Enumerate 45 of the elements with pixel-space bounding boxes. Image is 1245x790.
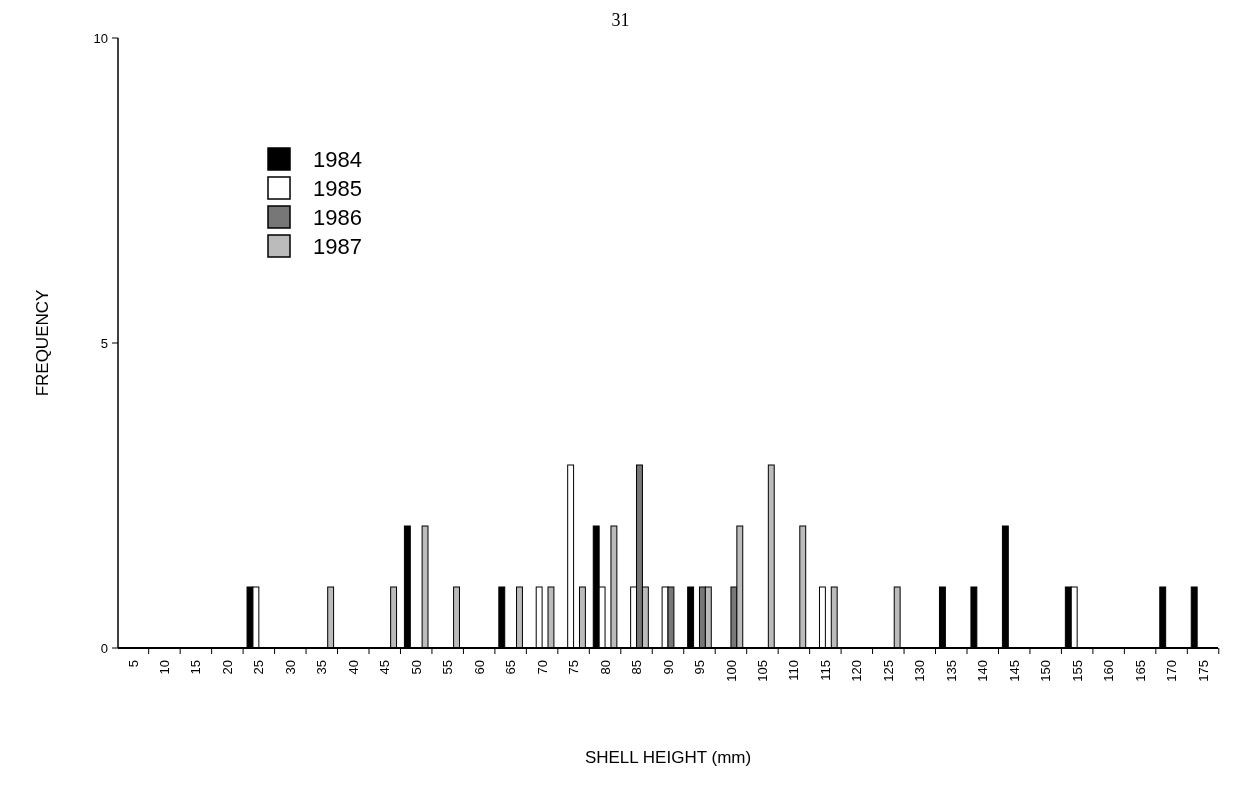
x-tick-label: 15	[188, 660, 204, 675]
x-tick-label: 50	[408, 660, 424, 675]
x-tick-label: 55	[440, 660, 456, 675]
x-tick-label: 20	[219, 660, 235, 675]
legend-label: 1984	[313, 146, 362, 172]
x-tick-label: 65	[503, 660, 519, 675]
x-tick-label: 60	[471, 660, 487, 675]
x-tick-label: 100	[723, 660, 739, 682]
x-tick-label: 25	[251, 660, 267, 675]
x-tick-label: 40	[345, 660, 361, 675]
x-tick-label: 125	[880, 660, 896, 682]
y-tick-label: 5	[100, 335, 108, 351]
x-tick-label: 110	[786, 660, 802, 681]
x-tick-label: 90	[660, 660, 676, 675]
x-tick-label: 70	[534, 660, 550, 675]
x-tick-label: 95	[692, 660, 708, 675]
y-axis-title: FREQUENCY	[33, 289, 52, 397]
x-tick-label: 135	[943, 660, 959, 682]
x-tick-label: 85	[629, 660, 645, 675]
x-tick-label: 120	[849, 660, 865, 682]
x-tick-label: 165	[1132, 660, 1148, 682]
x-tick-label: 175	[1195, 660, 1211, 682]
x-tick-label: 105	[754, 660, 770, 682]
x-tick-label: 155	[1069, 660, 1085, 682]
x-tick-label: 5	[125, 660, 141, 668]
y-tick-label: 0	[100, 640, 108, 656]
y-tick-label: 10	[93, 30, 108, 46]
x-tick-label: 75	[566, 660, 582, 675]
legend-label: 1986	[313, 204, 362, 230]
x-tick-label: 115	[817, 660, 833, 681]
x-tick-label: 45	[377, 660, 393, 675]
x-tick-label: 150	[1038, 660, 1054, 682]
text: 31	[611, 10, 630, 30]
x-tick-label: 145	[1006, 660, 1022, 682]
legend-label: 1987	[313, 233, 362, 259]
x-tick-label: 140	[975, 660, 991, 682]
x-tick-label: 35	[314, 660, 330, 675]
x-tick-label: 160	[1101, 660, 1117, 682]
legend-label: 1985	[313, 175, 362, 201]
x-tick-label: 10	[156, 660, 172, 675]
x-tick-label: 130	[912, 660, 928, 682]
x-tick-label: 30	[282, 660, 298, 675]
x-axis-title: SHELL HEIGHT (mm)	[584, 748, 752, 767]
x-tick-label: 170	[1164, 660, 1180, 682]
x-tick-label: 80	[597, 660, 613, 675]
